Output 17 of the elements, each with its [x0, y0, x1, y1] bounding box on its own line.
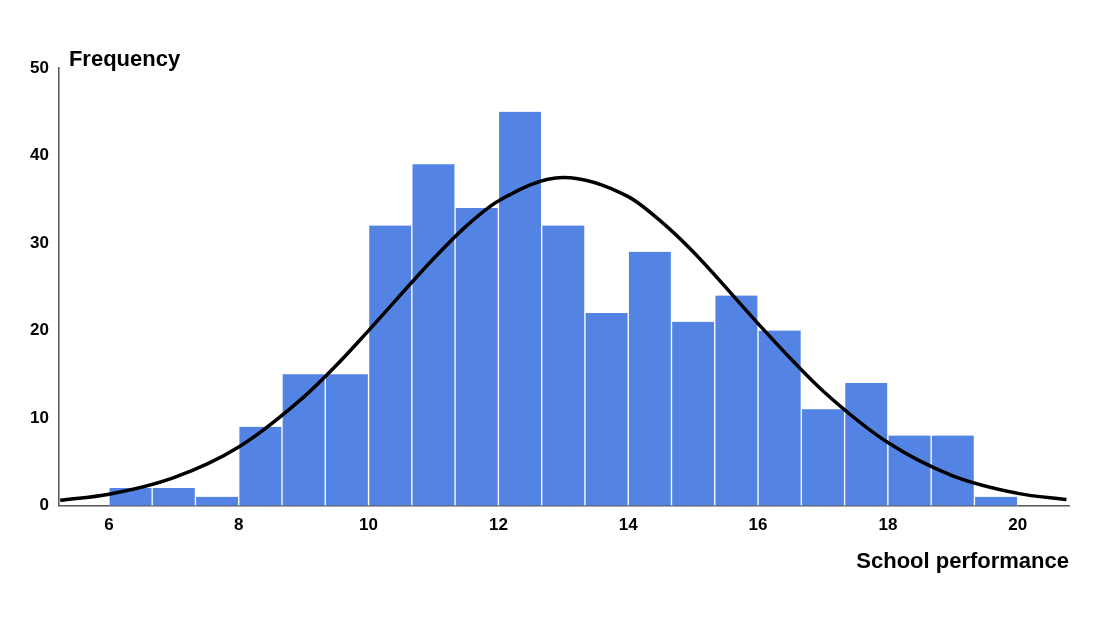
y-tick-label: 10 [29, 407, 49, 427]
x-tick-label: 8 [233, 515, 244, 535]
x-tick-label: 10 [359, 515, 379, 535]
line-series [58, 175, 1069, 503]
x-tick-label: 12 [488, 515, 508, 535]
y-tick-label: 40 [29, 145, 49, 165]
y-tick-label: 0 [39, 495, 49, 515]
x-axis-title: School performance [856, 547, 1069, 573]
y-tick-label: 30 [29, 232, 49, 252]
x-tick-label: 16 [748, 515, 768, 535]
y-tick-label: 20 [29, 320, 49, 340]
y-axis-title: Frequency [68, 46, 181, 71]
x-tick-label: 18 [878, 515, 898, 535]
x-tick-label: 14 [618, 515, 639, 535]
y-tick-label: 50 [29, 57, 49, 77]
x-tick-label: 20 [1008, 515, 1028, 535]
x-tick-label: 6 [104, 515, 114, 535]
